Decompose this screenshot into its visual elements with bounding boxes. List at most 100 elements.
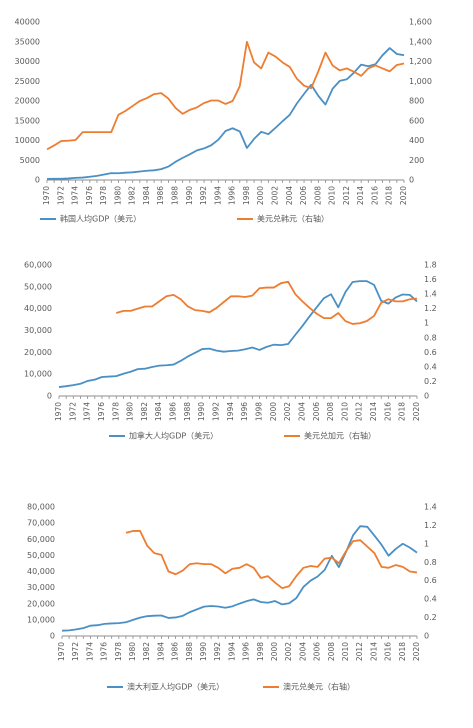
y2-tick-label: 1,200 — [409, 57, 432, 66]
x-tick-label: 1970 — [54, 402, 63, 421]
y-tick-label: 70,000 — [27, 519, 55, 528]
y-tick-label: 10,000 — [24, 370, 52, 379]
x-tick-label: 2010 — [328, 186, 337, 205]
y2-tick-label: 1.4 — [424, 503, 437, 512]
x-tick-label: 1996 — [228, 186, 237, 205]
x-tick-label: 1984 — [142, 186, 151, 205]
x-tick-label: 1980 — [128, 642, 137, 661]
x-tick-label: 1982 — [140, 402, 149, 421]
x-tick-label: 1984 — [156, 642, 165, 661]
y-tick-label: 0 — [50, 632, 55, 641]
x-tick-label: 1990 — [185, 186, 194, 205]
x-tick-label: 2016 — [370, 186, 379, 205]
fx-series-line — [116, 280, 418, 325]
x-tick-label: 2010 — [341, 642, 350, 661]
legend-label: 加拿大人均GDP（美元） — [129, 431, 218, 441]
x-tick-label: 1978 — [99, 186, 108, 205]
y-tick-label: 80,000 — [27, 503, 55, 512]
x-tick-label: 1996 — [240, 402, 249, 421]
x-tick-label: 1998 — [242, 186, 251, 205]
x-tick-label: 1994 — [227, 642, 236, 661]
y2-tick-label: 1.2 — [424, 304, 437, 313]
y-tick-label: 10000 — [15, 136, 40, 145]
x-tick-label: 1982 — [128, 186, 137, 205]
y2-tick-label: 1 — [424, 319, 429, 328]
x-tick-label: 1984 — [154, 402, 163, 421]
x-tick-label: 2012 — [355, 642, 364, 661]
x-tick-label: 2020 — [412, 402, 421, 421]
x-tick-label: 1972 — [56, 186, 65, 205]
y-tick-label: 10,000 — [27, 615, 55, 624]
y-tick-label: 60,000 — [27, 535, 55, 544]
y2-tick-label: 0 — [409, 176, 414, 185]
y-tick-label: 5000 — [20, 156, 40, 165]
x-tick-label: 1994 — [226, 402, 235, 421]
x-tick-label: 2006 — [313, 642, 322, 661]
x-tick-label: 2012 — [355, 402, 364, 421]
y-tick-label: 15000 — [15, 116, 40, 125]
y2-tick-label: 1,400 — [409, 37, 432, 46]
x-tick-label: 1986 — [156, 186, 165, 205]
x-tick-label: 2016 — [383, 402, 392, 421]
x-tick-label: 2000 — [256, 186, 265, 205]
y-tick-label: 30,000 — [24, 326, 52, 335]
y-tick-label: 20,000 — [27, 599, 55, 608]
y-tick-label: 40,000 — [27, 567, 55, 576]
y2-tick-label: 0.8 — [424, 558, 437, 567]
x-tick-label: 2002 — [283, 402, 292, 421]
y2-tick-label: 0.4 — [424, 595, 437, 604]
y2-tick-label: 0.2 — [424, 613, 437, 622]
x-tick-label: 1988 — [183, 402, 192, 421]
x-tick-label: 1996 — [242, 642, 251, 661]
x-tick-label: 1998 — [254, 402, 263, 421]
legend-label: 韩国人均GDP（美元） — [60, 214, 141, 224]
y-tick-label: 30000 — [15, 57, 40, 66]
chart-canada: 1970 1972 1974 1976 1978 1980 1982 1984 1986 1988… — [24, 261, 437, 441]
x-tick-label: 2008 — [313, 186, 322, 205]
x-tick-label: 2004 — [285, 186, 294, 205]
chart-korea: 1970 1972 1974 1976 1978 1980 1982 1984 1986 1988… — [15, 18, 432, 224]
gdp-series-line — [58, 280, 418, 388]
x-tick-label: 1986 — [171, 642, 180, 661]
y-tick-label: 35000 — [15, 37, 40, 46]
x-tick-label: 2006 — [312, 402, 321, 421]
x-tick-label: 1990 — [197, 402, 206, 421]
legend-label: 美元兑加元（右轴） — [304, 431, 376, 441]
x-tick-label: 1970 — [42, 186, 51, 205]
x-tick-label: 1972 — [71, 642, 80, 661]
x-tick-label: 2014 — [356, 186, 365, 205]
y-tick-label: 0 — [47, 392, 52, 401]
x-tick-label: 1976 — [100, 642, 109, 661]
x-tick-label: 1978 — [111, 402, 120, 421]
y-tick-label: 50,000 — [27, 551, 55, 560]
x-tick-label: 2012 — [342, 186, 351, 205]
x-tick-label: 2020 — [399, 186, 408, 205]
x-tick-label: 1978 — [114, 642, 123, 661]
y2-tick-label: 0 — [424, 392, 429, 401]
x-tick-label: 1976 — [97, 402, 106, 421]
y2-tick-label: 1.4 — [424, 290, 437, 299]
y-tick-label: 0 — [35, 176, 40, 185]
x-tick-label: 2004 — [297, 402, 306, 421]
x-tick-label: 1974 — [71, 186, 80, 205]
chart-australia: 1970 1972 1974 1976 1978 1980 1982 1984 1986 1988… — [27, 503, 437, 692]
y-tick-label: 25000 — [15, 77, 40, 86]
x-tick-label: 1974 — [85, 642, 94, 661]
x-tick-label: 1990 — [199, 642, 208, 661]
x-tick-label: 1970 — [57, 642, 66, 661]
y2-tick-label: 1.6 — [424, 275, 437, 284]
x-tick-label: 2004 — [298, 642, 307, 661]
y2-tick-label: 1.8 — [424, 261, 437, 270]
x-tick-label: 2000 — [269, 402, 278, 421]
x-tick-label: 1976 — [85, 186, 94, 205]
x-tick-label: 1980 — [126, 402, 135, 421]
x-tick-label: 1992 — [199, 186, 208, 205]
x-tick-label: 2018 — [398, 642, 407, 661]
y2-tick-label: 0.6 — [424, 576, 437, 585]
gdp-series-line — [61, 525, 418, 632]
x-tick-label: 2014 — [369, 642, 378, 661]
gdp-series-line — [46, 47, 405, 180]
y-tick-label: 20,000 — [24, 348, 52, 357]
x-tick-label: 2002 — [270, 186, 279, 205]
